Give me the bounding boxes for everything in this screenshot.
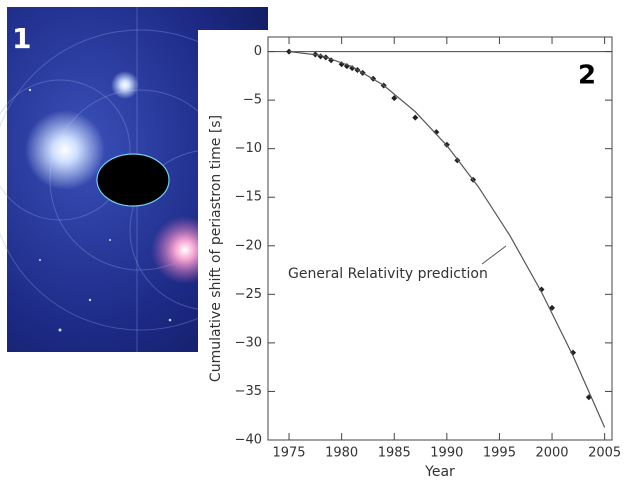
y-axis-label: Cumulative shift of periastron time [s]	[208, 115, 224, 382]
x-tick-label: 1990	[430, 446, 463, 461]
data-point	[433, 129, 440, 136]
x-tick-label: 2005	[588, 446, 621, 461]
y-tick-label: −40	[235, 433, 262, 448]
prediction-curve	[288, 50, 606, 428]
y-tick-label: −25	[235, 287, 262, 302]
panel-label: 1	[12, 22, 31, 55]
plot-frame	[267, 36, 613, 441]
x-tick-label: 1995	[483, 446, 516, 461]
y-tick-label: −35	[235, 384, 262, 399]
y-tick-label: −20	[235, 238, 262, 253]
annotation: General Relativity prediction	[288, 266, 488, 282]
chart: 0 −5 −10 −15 −20 −25 −30 −35 −40 1975 1980 1985 1990…	[208, 36, 621, 480]
annotation-leader	[481, 245, 507, 265]
y-tick-label: −30	[235, 335, 262, 350]
data-point	[391, 95, 398, 102]
y-tick-label: −5	[243, 93, 262, 108]
x-tick-label: 2000	[535, 446, 568, 461]
data-point	[538, 286, 545, 293]
y-tick-label: −10	[235, 141, 262, 156]
y-tick-label: −15	[235, 190, 262, 205]
x-tick-label: 1975	[272, 446, 305, 461]
y-tick-label: 0	[254, 44, 262, 59]
panel-label: 2	[578, 61, 596, 91]
x-axis-label: Year	[424, 464, 455, 480]
x-tick-label: 1985	[378, 446, 411, 461]
chart-background	[198, 30, 628, 482]
x-tick-label: 1980	[325, 446, 358, 461]
data-point	[412, 114, 419, 121]
